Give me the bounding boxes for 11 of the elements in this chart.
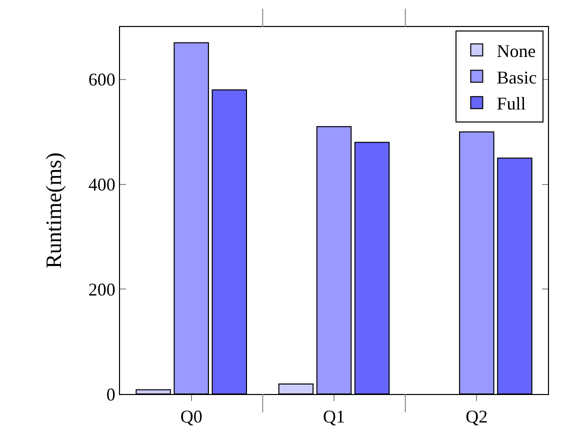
x-tick-label: Q2 xyxy=(466,406,488,427)
legend-label: Basic xyxy=(496,67,537,88)
legend-label: Full xyxy=(496,94,526,114)
y-tick-label: 600 xyxy=(88,70,116,90)
x-tick-label: Q0 xyxy=(180,406,202,427)
y-axis-title: Runtime(ms) xyxy=(41,152,66,269)
y-tick-label: 200 xyxy=(88,279,116,300)
legend-label: None xyxy=(496,40,536,61)
x-tick-label: Q1 xyxy=(323,406,345,427)
y-tick-label: 400 xyxy=(88,174,116,195)
y-tick-label: 0 xyxy=(106,384,116,404)
